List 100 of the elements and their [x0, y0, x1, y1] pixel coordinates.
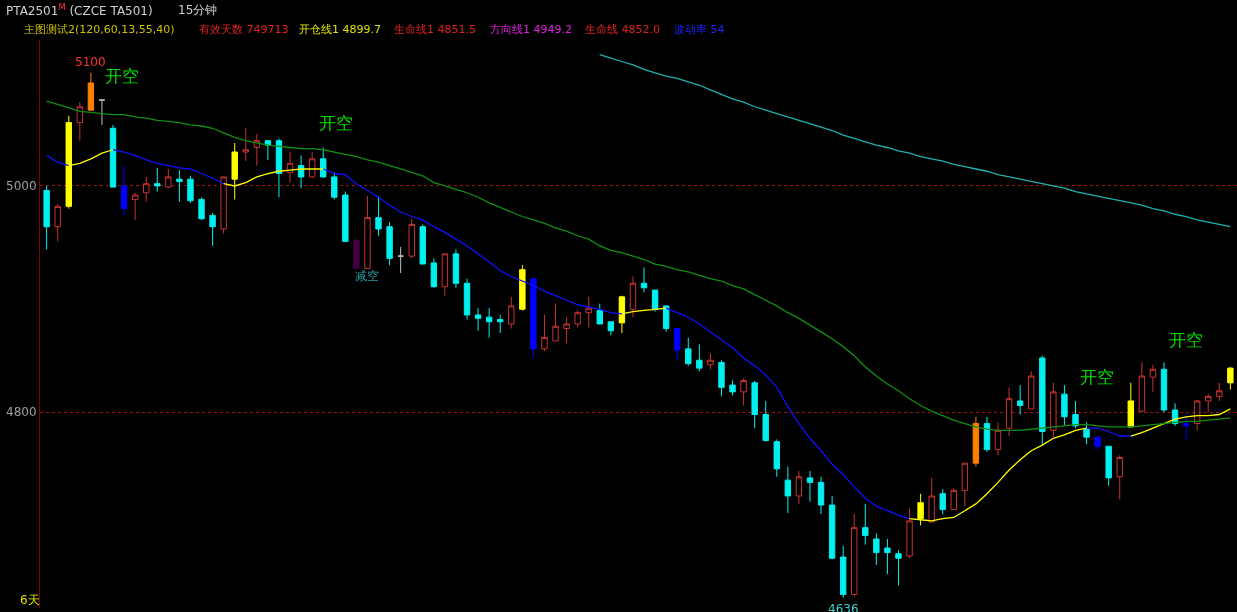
- candlestick: [1005, 386, 1013, 437]
- chart-title: PTA2501$^{M}$ (CZCE TA501): [6, 2, 153, 19]
- candlestick: [154, 167, 161, 193]
- candlestick: [286, 151, 294, 184]
- candlestick: [375, 195, 382, 237]
- candlestick: [884, 538, 891, 575]
- candlestick: [674, 328, 681, 361]
- text: 主图测试2(120,60,13,55,40): [24, 23, 175, 36]
- candlestick: [98, 99, 106, 126]
- candlestick: [972, 416, 980, 468]
- candlestick: [718, 359, 725, 397]
- text: 方向线1 4949.2: [490, 23, 572, 36]
- candlestick: [851, 513, 858, 598]
- candlestick: [928, 477, 935, 523]
- candlestick: [386, 221, 393, 266]
- candlestick: [751, 380, 758, 429]
- candlestick: [563, 316, 570, 344]
- text: 有效天数 749713: [199, 23, 289, 36]
- text: 开仓线1 4899.7: [299, 23, 381, 36]
- text: 生命线 4852.0: [585, 23, 660, 36]
- candlestick: [640, 266, 648, 293]
- annotation: 开空: [1169, 330, 1203, 350]
- candlestick: [198, 196, 205, 221]
- candlestick: [596, 303, 603, 325]
- text: 生命线1 4851.5: [394, 23, 476, 36]
- candlestick: [43, 185, 50, 250]
- candlestick: [574, 309, 581, 328]
- candlestick: [895, 549, 902, 586]
- candlestick: [474, 307, 482, 332]
- candlestick: [76, 101, 84, 142]
- candlestick: [1039, 355, 1046, 446]
- candlestick: [187, 175, 194, 204]
- candlestick: [1028, 371, 1035, 410]
- candlestick: [762, 400, 769, 443]
- candlestick: [519, 264, 526, 311]
- annotation: 减空: [355, 269, 379, 283]
- candlestick: [342, 191, 349, 242]
- annotation: 5100: [75, 55, 106, 69]
- candlestick: [408, 218, 415, 259]
- candlestick: [165, 168, 172, 189]
- candlestick: [397, 246, 404, 274]
- candlestick: [308, 151, 316, 179]
- candlestick: [54, 203, 61, 242]
- candlestick: [508, 296, 515, 330]
- candlestick: [696, 343, 703, 373]
- line-series: [45, 100, 1232, 432]
- candlestick: [1227, 366, 1234, 391]
- candlestick: [795, 470, 803, 505]
- candlestick: [430, 257, 438, 289]
- candlestick: [873, 532, 880, 566]
- candlestick: [729, 380, 736, 396]
- candlestick: [1016, 384, 1024, 416]
- candlestick: [585, 296, 592, 328]
- candlestick: [685, 337, 692, 367]
- candlestick: [463, 278, 471, 320]
- candlestick: [220, 176, 227, 234]
- candlestick: [142, 176, 150, 203]
- candlestick: [939, 488, 946, 515]
- candlestick: [364, 195, 371, 270]
- candlestick: [353, 237, 360, 270]
- line-series: [599, 54, 1232, 228]
- candlestick: [862, 503, 869, 546]
- candlestick: [707, 352, 714, 370]
- candlestick: [541, 314, 548, 352]
- candlestick: [1149, 364, 1157, 393]
- candlestick: [1116, 454, 1123, 500]
- candlestick: [806, 470, 814, 503]
- text: 波动率 54: [674, 23, 725, 36]
- y-tick-label: 5000: [6, 179, 37, 194]
- candlestick: [530, 278, 537, 359]
- annotation: 开空: [1080, 367, 1114, 387]
- candlestick: [961, 462, 969, 507]
- candlestick: [906, 507, 913, 559]
- candlestick: [1061, 384, 1068, 427]
- candlestick: [651, 289, 659, 313]
- candlestick: [331, 171, 338, 201]
- candlestick: [1050, 382, 1057, 438]
- annotation: 开空: [319, 113, 353, 133]
- candlestick: [950, 487, 957, 511]
- candlestick: [983, 416, 991, 453]
- candlestick: [1182, 414, 1190, 442]
- candlestick: [109, 124, 117, 188]
- annotation: 开空: [105, 66, 139, 86]
- candlestick: [662, 305, 670, 333]
- candlestick: [1127, 382, 1135, 428]
- candlestick: [176, 169, 183, 203]
- candlestick: [275, 137, 283, 198]
- candlestick: [131, 192, 139, 221]
- candlestick: [552, 303, 559, 342]
- candlestick: [419, 223, 426, 265]
- candlestick: [839, 545, 847, 599]
- candlestick: [320, 146, 327, 179]
- candlestick: [1094, 435, 1101, 451]
- candlestick: [441, 253, 449, 297]
- candlestick: [1083, 421, 1090, 445]
- candlestick: [87, 72, 95, 111]
- candlestick: [1105, 445, 1112, 487]
- candlestick: [452, 248, 460, 289]
- candlestick: [1205, 393, 1212, 413]
- candlestick: [242, 127, 249, 162]
